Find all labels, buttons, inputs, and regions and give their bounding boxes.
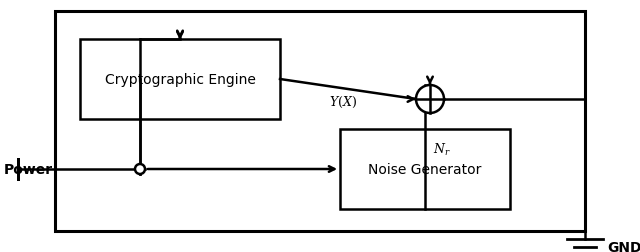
Bar bbox=[340, 130, 510, 209]
Bar bbox=[80, 40, 280, 119]
Circle shape bbox=[416, 86, 444, 114]
Text: GND: GND bbox=[607, 240, 640, 252]
Text: $N_r$: $N_r$ bbox=[433, 141, 451, 158]
Text: Power: Power bbox=[4, 162, 53, 176]
Text: Noise Generator: Noise Generator bbox=[368, 162, 482, 176]
Circle shape bbox=[135, 164, 145, 174]
Bar bbox=[55, 12, 585, 231]
Text: $Y(X)$: $Y(X)$ bbox=[329, 94, 357, 110]
Text: Cryptographic Engine: Cryptographic Engine bbox=[104, 73, 255, 87]
